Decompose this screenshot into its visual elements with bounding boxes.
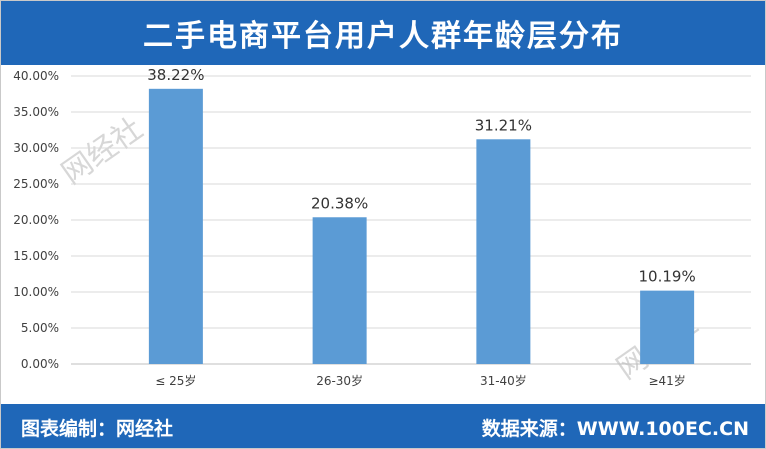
y-tick-label: 20.00%: [13, 213, 59, 227]
watermark-logo: 网经社: [56, 111, 150, 191]
chart-title: 二手电商平台用户人群年龄层分布: [143, 19, 623, 54]
data-label: 10.19%: [639, 268, 696, 286]
x-tick-label: 31-40岁: [480, 373, 527, 388]
y-tick-label: 40.00%: [13, 69, 59, 83]
bar-chart: 网经社网经社0.00%5.00%10.00%15.00%20.00%25.00%…: [13, 66, 751, 388]
x-tick-label: ≥41岁: [648, 373, 685, 388]
data-label: 31.21%: [475, 116, 532, 134]
footer-compiler-label: 图表编制：网经社: [21, 418, 174, 440]
y-tick-label: 15.00%: [13, 249, 59, 263]
x-tick-label: 26-30岁: [316, 373, 363, 388]
y-tick-label: 10.00%: [13, 285, 59, 299]
y-tick-label: 5.00%: [21, 321, 59, 335]
footer-source-label: 数据来源：WWW.100EC.CN: [481, 418, 749, 440]
data-label: 20.38%: [311, 194, 368, 212]
x-tick-label: ≤ 25岁: [155, 373, 196, 388]
y-tick-label: 25.00%: [13, 177, 59, 191]
y-tick-label: 35.00%: [13, 105, 59, 119]
bar: [476, 139, 531, 364]
bar: [148, 88, 203, 364]
y-tick-label: 30.00%: [13, 141, 59, 155]
y-tick-label: 0.00%: [21, 357, 59, 371]
title-bar: 二手电商平台用户人群年龄层分布: [1, 1, 765, 65]
data-label: 38.22%: [147, 66, 204, 84]
bar: [312, 217, 367, 364]
footer-bar: 图表编制：网经社 数据来源：WWW.100EC.CN: [1, 404, 765, 448]
bar: [640, 290, 695, 364]
